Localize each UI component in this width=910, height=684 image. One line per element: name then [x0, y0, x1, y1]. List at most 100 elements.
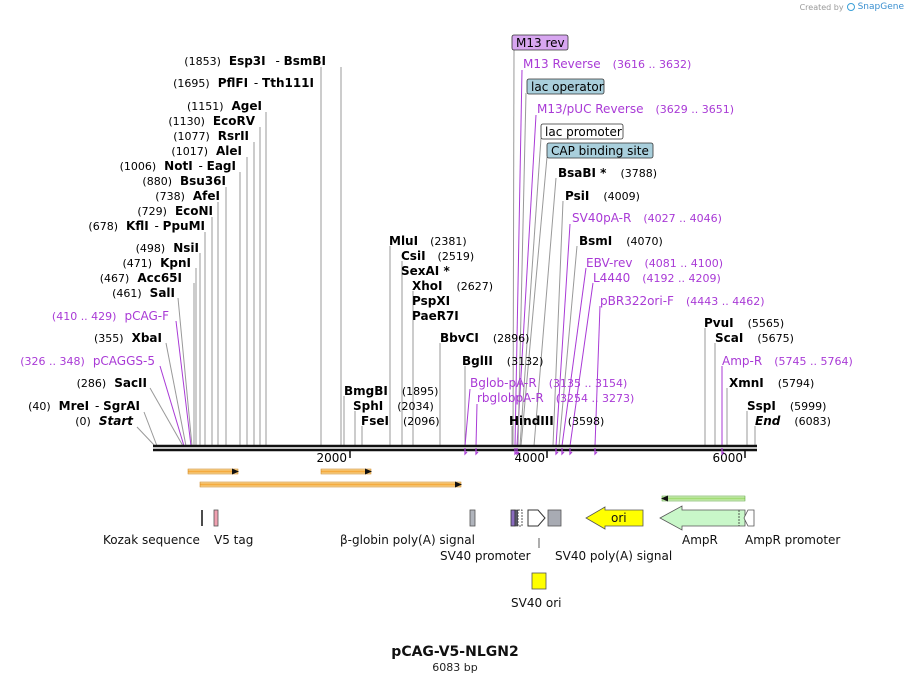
feature-sv40-promoter: SV40 promoter	[440, 549, 531, 563]
orf-head-1	[232, 468, 239, 475]
leader-bglob	[464, 388, 471, 447]
leader-m13rev	[512, 49, 515, 447]
tag-lac-operator: lac operator	[531, 80, 604, 94]
leader-cap	[520, 156, 548, 447]
mid-sites: MluI (2381) CsiI (2519) SexAI * XhoI (2627)…	[344, 234, 604, 428]
site-sphi: SphI (2034)	[353, 399, 434, 413]
leader-psii	[552, 200, 564, 447]
orf-bar-2	[320, 468, 372, 475]
site-pspxi: PspXI	[412, 294, 450, 308]
feature-kozak: Kozak sequence	[103, 533, 200, 547]
leader-pbr322	[594, 305, 601, 447]
primer-amp-r: Amp-R (5745 .. 5764)	[722, 354, 853, 368]
leader-sv40pa-r	[555, 223, 571, 447]
site-bglii: BglII (3132)	[462, 354, 543, 368]
tag-cap-binding-site: CAP binding site	[551, 144, 649, 158]
leader-m13puc	[516, 114, 537, 447]
site-sspi: SspI (5999)	[747, 399, 826, 413]
orf-bar-ampr	[661, 495, 746, 502]
site-paer7i: PaeR7I	[412, 309, 459, 323]
primer-mark-5	[555, 448, 559, 456]
leader-bsmi	[558, 245, 578, 447]
sv40-block-c	[517, 509, 523, 527]
ruler-label-2000: 2000	[316, 451, 347, 465]
site-ecorv: (1130) EcoRV	[168, 114, 255, 128]
leader-bsabi	[533, 177, 557, 447]
orf-arrows	[187, 468, 746, 502]
ruler-label-4000: 4000	[514, 451, 545, 465]
site-mlui: MluI (2381)	[389, 234, 467, 248]
site-start: (0) Start	[75, 414, 134, 428]
leader-l4440	[569, 282, 594, 447]
site-sali: (461) SalI	[112, 286, 175, 300]
site-agei: (1151) AgeI	[187, 99, 262, 113]
plasmid-length: 6083 bp	[432, 661, 478, 674]
primer-ebv-rev: EBV-rev (4081 .. 4100)	[586, 256, 723, 270]
primer-pbr322ori-f: pBR322ori-F (4443 .. 4462)	[600, 294, 765, 308]
leader-lac-operator	[517, 92, 527, 447]
primer-m13-reverse: M13 Reverse (3616 .. 3632)	[523, 57, 691, 71]
sv40-block-a	[510, 509, 516, 527]
orf-bar-3	[199, 481, 462, 488]
backbone: 2000 4000 6000	[153, 444, 757, 465]
right-primers: M13 Reverse (3616 .. 3632) M13/pUC Revers…	[470, 57, 853, 405]
site-sexai: SexAI *	[401, 264, 450, 278]
tag-cap-box	[546, 142, 654, 159]
primer-pcag-f: (410 .. 429) pCAG-F	[52, 309, 169, 323]
primer-mark-9	[721, 448, 725, 456]
ampr-promoter-arrow	[743, 509, 755, 527]
sv40-ori-box	[531, 572, 547, 590]
site-pvui: PvuI (5565)	[704, 316, 784, 330]
leader-xbai	[165, 342, 187, 447]
primer-bglob-pa-r: Bglob-pA-R (3135 .. 3154)	[470, 376, 627, 390]
orf-bar-1	[187, 468, 239, 475]
leader-lines	[136, 49, 756, 447]
feature-v5-tag: V5 tag	[214, 533, 253, 547]
plasmid-name: pCAG-V5-NLGN2	[391, 644, 519, 660]
primer-mark-3	[514, 448, 518, 456]
primer-sv40pa-r: SV40pA-R (4027 .. 4046)	[572, 211, 722, 225]
primer-mark-1	[464, 448, 468, 456]
v5-tag-box	[213, 509, 219, 527]
orf-head-3	[455, 481, 462, 488]
tag-lac-promoter-box	[540, 123, 624, 140]
leader-sacii	[149, 387, 184, 447]
map-title: pCAG-V5-NLGN2 6083 bp	[0, 644, 910, 674]
site-bbvci: BbvCI (2896)	[440, 331, 529, 345]
tag-lac-operator-box	[526, 78, 605, 95]
primer-mark-6	[561, 448, 565, 456]
site-bsmi: BsmI (4070)	[579, 234, 663, 248]
primer-m13puc-reverse: M13/pUC Reverse (3629 .. 3651)	[537, 102, 734, 116]
site-fsei: FseI (2096)	[361, 414, 440, 428]
bglobin-box	[469, 509, 476, 527]
primer-pcaggs-5: (326 .. 348) pCAGGS-5	[20, 354, 155, 368]
ori-arrow	[585, 506, 644, 530]
orf-head-ampr	[661, 495, 668, 502]
site-sacii: (286) SacII	[77, 376, 147, 390]
leader-lac-promoter	[519, 137, 542, 447]
ampr-arrow	[659, 505, 746, 531]
feature-ampr: AmpR	[682, 533, 718, 547]
feature-sv40-polya: SV40 poly(A) signal	[555, 549, 672, 563]
site-scai: ScaI (5675)	[715, 331, 794, 345]
snapgene-logo-icon	[846, 3, 855, 11]
feature-ori: ori	[611, 511, 627, 525]
site-esp3i: (1853) Esp3I - BsmBI	[184, 54, 326, 68]
sv40-block-b	[514, 509, 519, 527]
sv40-polya-box	[547, 509, 562, 527]
leader-sali	[177, 297, 193, 447]
site-nsii: (498) NsiI	[136, 241, 199, 255]
tag-lac-promoter: lac promoter	[545, 125, 622, 139]
snapgene-credit: Created by SnapGene	[800, 2, 904, 12]
left-sites: (1853) Esp3I - BsmBI (1695) PflFI - Tth111…	[28, 54, 326, 428]
right-sites: BsaBI * (3788) PsiI (4009) BsmI (4070) PvuI…	[558, 166, 831, 428]
primer-mark-7	[569, 448, 573, 456]
feature-sv40-ori: SV40 ori	[511, 596, 562, 610]
feature-bglobin-polya: β-globin poly(A) signal	[340, 533, 475, 547]
site-end: End (6083)	[755, 414, 831, 428]
orf-head-2	[365, 468, 372, 475]
leader-start	[136, 426, 156, 447]
sv40-promoter-arrow	[527, 509, 546, 527]
site-kpni: (471) KpnI	[123, 256, 192, 270]
leader-ebv-rev	[561, 267, 587, 447]
